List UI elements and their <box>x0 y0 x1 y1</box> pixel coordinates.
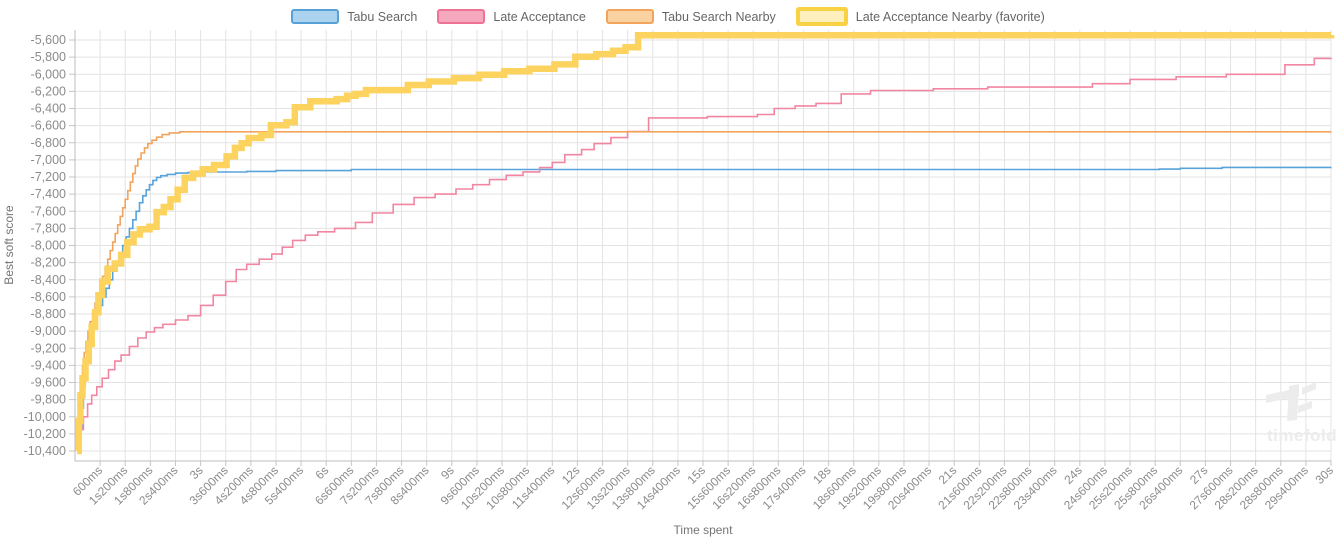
y-tick-label: -7,200 <box>31 170 66 184</box>
y-tick-label: -7,400 <box>31 187 66 201</box>
y-tick-label: -5,800 <box>31 50 66 64</box>
y-tick-label: -7,800 <box>31 221 66 235</box>
y-tick-label: -6,400 <box>31 102 66 116</box>
series-line-late-acceptance <box>77 57 1332 448</box>
x-tick-label: 6s <box>312 463 331 482</box>
legend-item-tabu-search[interactable]: Tabu Search <box>291 9 417 24</box>
y-tick-label: -6,000 <box>31 67 66 81</box>
y-tick-label: -10,400 <box>24 444 66 458</box>
y-tick-label: -5,600 <box>31 33 66 47</box>
y-tick-label: -8,800 <box>31 307 66 321</box>
y-tick-label: -8,600 <box>31 290 66 304</box>
x-tick-label: 9s <box>438 463 457 482</box>
y-tick-label: -6,200 <box>31 84 66 98</box>
series-lines <box>75 32 1335 455</box>
legend-swatch-tabu-search-nearby <box>605 9 654 24</box>
y-tick-label: -10,000 <box>24 410 66 424</box>
y-tick-label: -9,200 <box>31 341 66 355</box>
y-tick-label: -7,000 <box>31 153 66 167</box>
y-tick-label: -6,800 <box>31 136 66 150</box>
legend-swatch-tabu-search <box>291 9 340 24</box>
series-line-late-acceptance-nearby <box>75 32 1335 455</box>
legend-item-late-acceptance-nearby[interactable]: Late Acceptance Nearby (favorite) <box>795 7 1045 26</box>
series-line-tabu-search <box>79 166 1332 452</box>
y-tick-label: -6,600 <box>31 119 66 133</box>
legend-label: Tabu Search Nearby <box>661 9 776 24</box>
y-tick-label: -8,400 <box>31 273 66 287</box>
y-tick-label: -10,200 <box>24 427 66 441</box>
y-axis-title: Best soft score <box>2 205 16 285</box>
legend-label: Late Acceptance Nearby (favorite) <box>855 9 1045 24</box>
y-tick-label: -8,200 <box>31 256 66 270</box>
y-tick-label: -9,800 <box>31 393 66 407</box>
watermark-text: timefold <box>1267 426 1336 445</box>
legend-item-late-acceptance[interactable]: Late Acceptance <box>437 9 586 24</box>
legend-swatch-late-acceptance <box>437 9 486 24</box>
x-tick-label: 3s <box>187 463 206 482</box>
chart-legend: Tabu Search Late Acceptance Tabu Search Ne… <box>0 7 1336 26</box>
x-axis-title: Time spent <box>674 523 734 537</box>
y-tick-label: -9,400 <box>31 358 66 372</box>
legend-label: Late Acceptance <box>493 9 586 24</box>
y-tick-label: -7,600 <box>31 204 66 218</box>
axis-lines <box>74 30 1331 462</box>
timefold-logo-icon <box>1298 401 1312 413</box>
y-tick-label: -8,000 <box>31 239 66 253</box>
legend-swatch-late-acceptance-nearby <box>795 7 848 26</box>
timefold-watermark: timefold <box>1266 382 1336 445</box>
y-tick-label: -9,600 <box>31 376 66 390</box>
y-tick-label: -9,000 <box>31 324 66 338</box>
legend-label: Tabu Search <box>347 9 418 24</box>
gridlines <box>69 30 1332 466</box>
legend-item-tabu-search-nearby[interactable]: Tabu Search Nearby <box>605 9 776 24</box>
timefold-logo-icon <box>1287 384 1299 421</box>
timefold-logo-icon <box>1302 382 1316 395</box>
x-tick-label: 30s <box>1313 463 1336 487</box>
